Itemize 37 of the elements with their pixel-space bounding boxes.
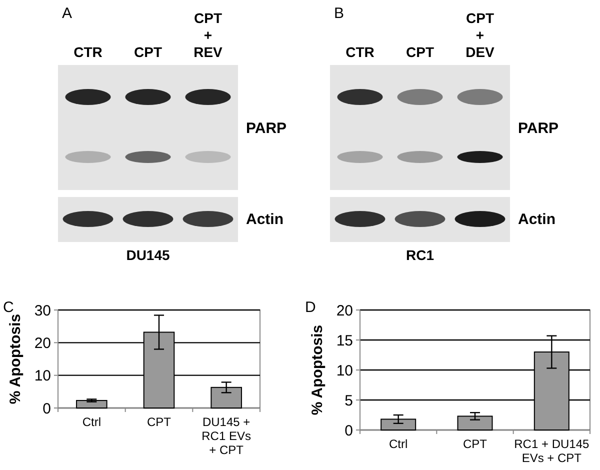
x-tick-label: DU145 + RC1 EVs + CPT [202,415,252,457]
text: PARP [246,120,287,137]
category-label: CPT [406,44,434,60]
category-label: CPT [134,44,162,60]
x-tick-label: Ctrl [388,437,408,451]
y-tick-label: 15 [336,332,353,350]
text: DU145 [126,247,170,263]
category-label: CTR [346,44,374,60]
text: B [334,5,344,22]
category-label: CPT + DEV [466,10,496,60]
text: RC1 [406,247,434,263]
text: Actin [518,211,556,228]
text: PARP [518,120,559,137]
y-axis-title: % Apoptosis [7,314,24,404]
y-tick-label: 10 [34,368,51,385]
y-tick-label: 20 [336,302,353,320]
chart-title: C [3,299,14,316]
category-label: CPT + REV [194,10,224,60]
bar [76,400,108,408]
x-tick-label: CPT [147,415,172,429]
chart-title: D [305,299,316,316]
y-tick-label: 20 [34,334,51,352]
text: A [62,5,72,22]
y-tick-label: 10 [336,362,353,380]
y-tick-label: 30 [34,302,51,320]
y-tick-label: 0 [344,422,353,440]
text: Actin [246,211,284,228]
bar [457,416,493,430]
x-tick-label: RC1 + DU145 EVs + CPT [514,437,590,465]
bar [210,386,242,408]
y-tick-label: 0 [42,400,51,418]
category-label: CTR [74,44,102,60]
y-tick-label: 5 [344,392,353,410]
y-axis-title: % Apoptosis [309,324,326,416]
bar [380,418,416,430]
x-tick-label: CPT [463,437,488,451]
x-tick-label: Ctrl [82,415,102,429]
